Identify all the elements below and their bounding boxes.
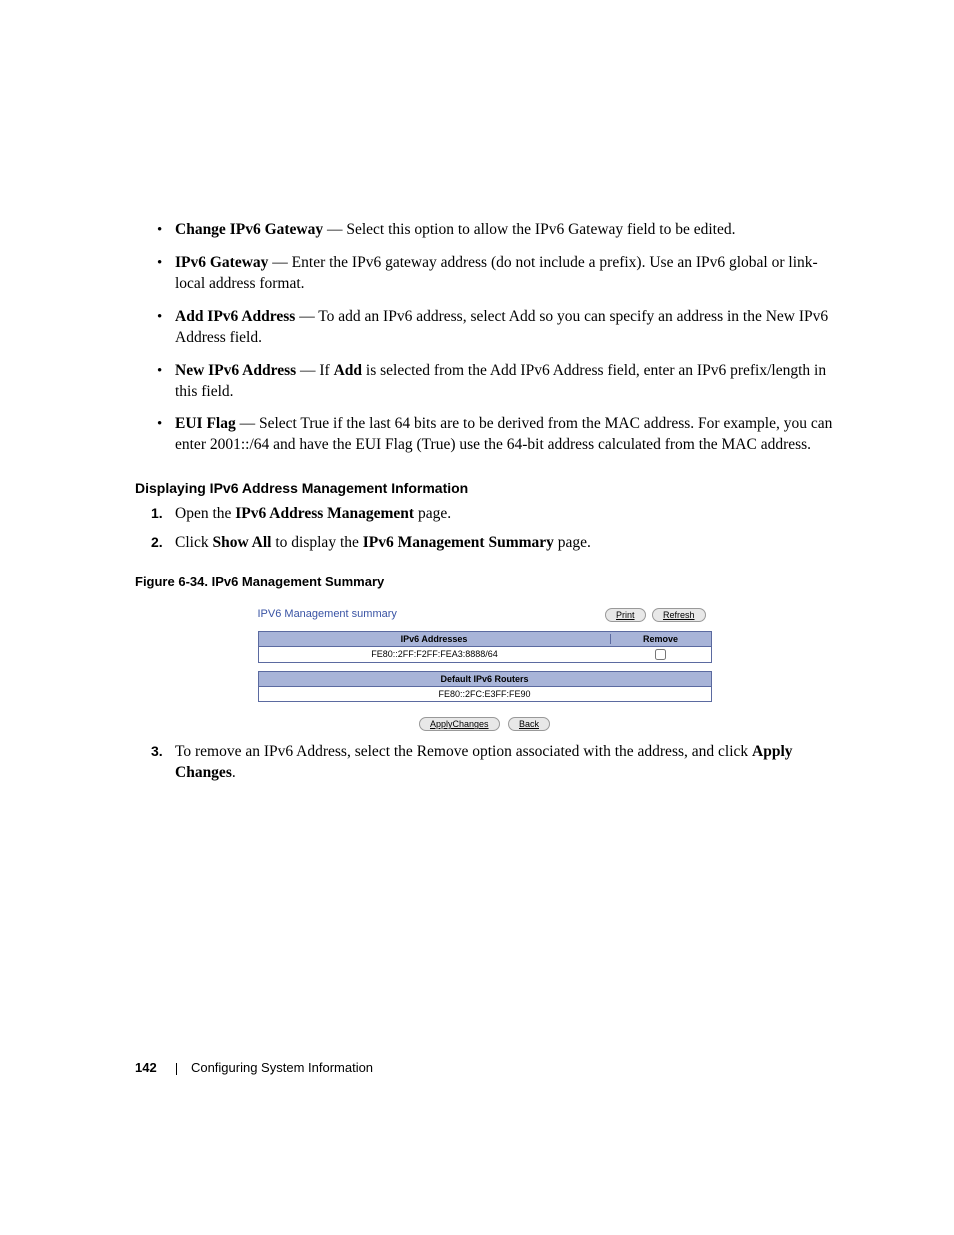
default-routers-header: Default IPv6 Routers <box>259 672 711 687</box>
bullet-item: Add IPv6 Address — To add an IPv6 addres… <box>135 307 834 349</box>
step-item: 3. To remove an IPv6 Address, select the… <box>135 742 834 784</box>
bullet-text: — Select this option to allow the IPv6 G… <box>323 221 735 238</box>
screenshot-top-buttons: Print Refresh <box>603 605 705 623</box>
bullet-text: — If <box>296 362 333 379</box>
default-router-cell: FE80::2FC:E3FF:FE90 <box>259 687 711 701</box>
steps-list: 1. Open the IPv6 Address Management page… <box>135 504 834 554</box>
refresh-button[interactable]: Refresh <box>652 608 706 622</box>
embedded-screenshot: IPV6 Management summary Print Refresh IP… <box>258 601 712 732</box>
page-footer: 142 Configuring System Information <box>135 1060 373 1075</box>
step-number: 1. <box>151 504 163 523</box>
step-text: page. <box>414 505 451 522</box>
panel-header-row: IPv6 Addresses Remove <box>259 632 711 647</box>
screenshot-title: IPV6 Management summary <box>258 608 397 620</box>
bullet-term: EUI Flag <box>175 415 236 432</box>
bullet-list: Change IPv6 Gateway — Select this option… <box>135 220 834 456</box>
step-text: Open the <box>175 505 235 522</box>
table-row: FE80::2FF:F2FF:FEA3:8888/64 <box>259 647 711 662</box>
bullet-term: IPv6 Gateway <box>175 254 268 271</box>
ipv6-addresses-panel: IPv6 Addresses Remove FE80::2FF:F2FF:FEA… <box>258 631 712 663</box>
step-text: to display the <box>271 534 362 551</box>
bullet-item: New IPv6 Address — If Add is selected fr… <box>135 361 834 403</box>
bullet-term: Change IPv6 Gateway <box>175 221 323 238</box>
step-text: . <box>232 764 236 781</box>
bullet-item: IPv6 Gateway — Enter the IPv6 gateway ad… <box>135 253 834 295</box>
remove-checkbox[interactable] <box>655 649 666 660</box>
step-bold: IPv6 Management Summary <box>363 534 554 551</box>
step-item: 1. Open the IPv6 Address Management page… <box>135 504 834 525</box>
figure-caption: Figure 6-34. IPv6 Management Summary <box>135 574 834 589</box>
footer-divider <box>176 1063 177 1075</box>
step-text: Click <box>175 534 212 551</box>
step-bold: IPv6 Address Management <box>235 505 414 522</box>
step-bold: Show All <box>212 534 271 551</box>
step-number: 3. <box>151 742 163 761</box>
ipv6-address-cell: FE80::2FF:F2FF:FEA3:8888/64 <box>259 649 611 660</box>
step-text: page. <box>554 534 591 551</box>
bullet-inline-bold: Add <box>334 362 362 379</box>
subsection-heading: Displaying IPv6 Address Management Infor… <box>135 480 834 496</box>
ipv6-addresses-header: IPv6 Addresses <box>259 634 610 644</box>
back-button[interactable]: Back <box>508 717 550 731</box>
apply-changes-button[interactable]: ApplyChanges <box>419 717 500 731</box>
default-routers-panel: Default IPv6 Routers FE80::2FC:E3FF:FE90 <box>258 671 712 702</box>
remove-column-header: Remove <box>610 634 711 644</box>
bullet-item: Change IPv6 Gateway — Select this option… <box>135 220 834 241</box>
bullet-term: Add IPv6 Address <box>175 308 295 325</box>
page-number: 142 <box>135 1060 157 1075</box>
step-item: 2. Click Show All to display the IPv6 Ma… <box>135 533 834 554</box>
bullet-item: EUI Flag — Select True if the last 64 bi… <box>135 414 834 456</box>
screenshot-title-row: IPV6 Management summary Print Refresh <box>258 601 712 631</box>
step-text: To remove an IPv6 Address, select the Re… <box>175 743 752 760</box>
steps-list-continued: 3. To remove an IPv6 Address, select the… <box>135 742 834 784</box>
screenshot-bottom-buttons: ApplyChanges Back <box>258 710 712 732</box>
print-button[interactable]: Print <box>605 608 646 622</box>
remove-cell <box>611 649 711 660</box>
step-number: 2. <box>151 533 163 552</box>
bullet-term: New IPv6 Address <box>175 362 296 379</box>
footer-section: Configuring System Information <box>191 1060 373 1075</box>
bullet-text: — Enter the IPv6 gateway address (do not… <box>175 254 818 292</box>
page: Change IPv6 Gateway — Select this option… <box>0 0 954 1235</box>
bullet-text: — Select True if the last 64 bits are to… <box>175 415 832 453</box>
